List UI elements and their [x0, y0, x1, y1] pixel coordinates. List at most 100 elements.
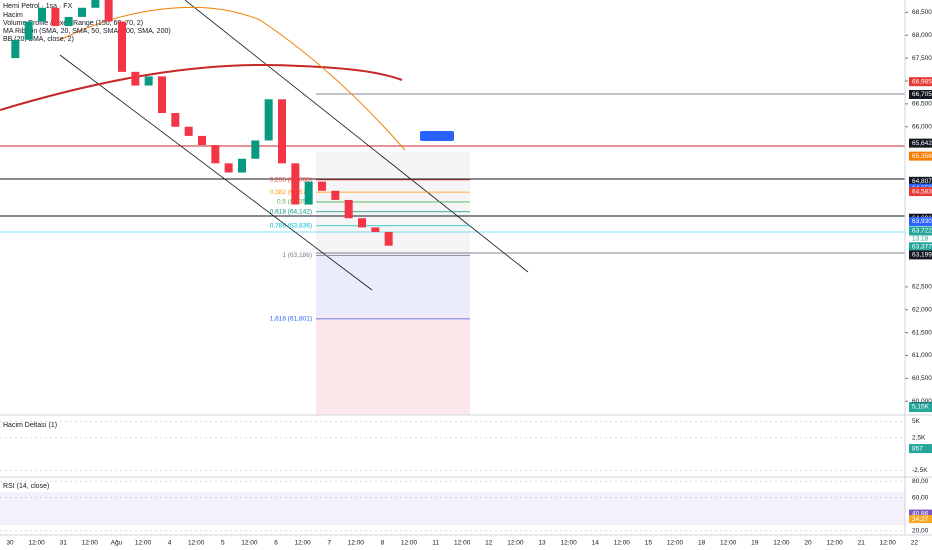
- candle: [251, 140, 260, 159]
- time-label: 31: [60, 540, 68, 547]
- indicator-label: Volume Profile / Fixed Range (150, 60, 7…: [3, 20, 143, 27]
- time-label: 21: [858, 540, 866, 547]
- ma-100: [59, 6, 406, 151]
- time-label: 15: [645, 540, 653, 547]
- fib-label: 0,382 (64,571): [270, 189, 312, 196]
- fib-label: 0,618 (64,142): [270, 208, 312, 215]
- time-label: 12:00: [28, 540, 45, 547]
- price-tag: 64,807: [912, 178, 932, 185]
- candle: [304, 181, 313, 205]
- indicator-label: MA Ribbon (SMA, 20, SMA, 50, SMA, 100, S…: [3, 28, 171, 35]
- delta-tag: [909, 444, 932, 454]
- price-tag-bg: [909, 176, 932, 186]
- fib-label: 0,786 (63,836): [270, 222, 312, 229]
- candle: [291, 163, 300, 205]
- candle: [331, 190, 340, 200]
- time-label: Ağu: [111, 540, 123, 547]
- indicator-label: BB (20, SMA, close, 2): [3, 36, 74, 43]
- rsi-tag: [909, 515, 932, 524]
- time-label: 12:00: [82, 540, 99, 547]
- price-label: 66,500: [912, 101, 932, 108]
- price-tag: 63,722: [912, 228, 932, 235]
- candle: [238, 158, 246, 173]
- time-label: 12:00: [614, 540, 631, 547]
- time-label: 6: [274, 540, 278, 547]
- time-label: 12:00: [454, 540, 471, 547]
- price-label: 61,000: [912, 352, 932, 359]
- time-label: 12:00: [135, 540, 152, 547]
- pane-title: RSI (14, close): [3, 483, 49, 490]
- candle: [38, 7, 46, 22]
- symbol: Hemi Petrol · 1sa · FX: [3, 3, 73, 10]
- rsi-tag-label: 40,86: [912, 510, 929, 517]
- candle: [104, 0, 113, 22]
- pane-axis-label: 20,00: [912, 528, 929, 535]
- candle: [278, 99, 286, 164]
- time-label: 30: [6, 540, 14, 547]
- delta-tag-label: 857: [912, 445, 923, 452]
- candle: [91, 0, 100, 8]
- fib-label: 1 (63,186): [282, 252, 312, 259]
- candle: [318, 181, 326, 191]
- price-tag-bg: [909, 216, 932, 226]
- price-tag-bg: [909, 187, 932, 197]
- indicator-label: Hacim: [3, 12, 23, 19]
- candle: [224, 163, 233, 173]
- price-tag-bg: [909, 151, 932, 161]
- candle: [264, 99, 273, 141]
- channel: [59, 54, 373, 291]
- risk-zone: [316, 316, 470, 415]
- candle: [184, 126, 193, 136]
- candle: [11, 39, 20, 59]
- candle: [371, 227, 380, 232]
- candle: [118, 21, 126, 72]
- time-label: 4: [168, 540, 172, 547]
- price-tag: 63,199: [912, 252, 932, 259]
- note: [420, 131, 454, 141]
- price-tag: 65,642: [912, 140, 932, 147]
- time-label: 22: [911, 540, 919, 547]
- time-label: 12:00: [294, 540, 311, 547]
- candle: [211, 145, 220, 164]
- time-label: 12:00: [401, 540, 418, 547]
- price-tag: 66,705: [912, 91, 932, 98]
- candle: [198, 135, 206, 146]
- volume-tag: 5,15K: [912, 404, 930, 411]
- price-label: 62,500: [912, 284, 932, 291]
- price-tag-bg: [909, 89, 932, 99]
- price-label: 60,500: [912, 375, 932, 382]
- fib-label: 0,236 (64,838): [270, 177, 312, 184]
- pane-axis-label: -2,5K: [912, 467, 928, 474]
- rsi-tag-label: 34,27: [912, 516, 929, 523]
- price-label: 68,500: [912, 9, 932, 16]
- candle: [51, 7, 60, 27]
- fib-label: 1,618 (61,801): [270, 316, 312, 323]
- time-label: 12:00: [188, 540, 205, 547]
- pane-axis-label: 2,5K: [912, 435, 926, 442]
- ma-200: [0, 63, 403, 111]
- pane-axis-label: 80,00: [912, 478, 929, 485]
- price-label: 62,000: [912, 306, 932, 313]
- candle: [78, 7, 86, 17]
- price-tag-bg: [909, 242, 932, 252]
- price-tag: 63,377: [912, 243, 932, 250]
- candle: [171, 113, 180, 127]
- target-zone: [316, 253, 470, 316]
- price-tag-bg: [909, 138, 932, 148]
- time-label: 12:00: [826, 540, 843, 547]
- channel: [184, 0, 529, 273]
- price-label: 66,000: [912, 123, 932, 130]
- time-label: 12:00: [773, 540, 790, 547]
- time-label: 12:00: [241, 540, 258, 547]
- price-tag-bg: [909, 250, 932, 260]
- price-tag: 63,930: [912, 218, 932, 225]
- candle: [131, 71, 140, 86]
- candle: [358, 218, 366, 228]
- price-tag: 64,583: [912, 188, 932, 195]
- candle: [64, 16, 73, 27]
- rsi-tag: [909, 509, 932, 518]
- time-label: 11: [432, 540, 439, 547]
- pane-axis-label: 60,00: [912, 494, 929, 501]
- time-label: 20: [804, 540, 812, 547]
